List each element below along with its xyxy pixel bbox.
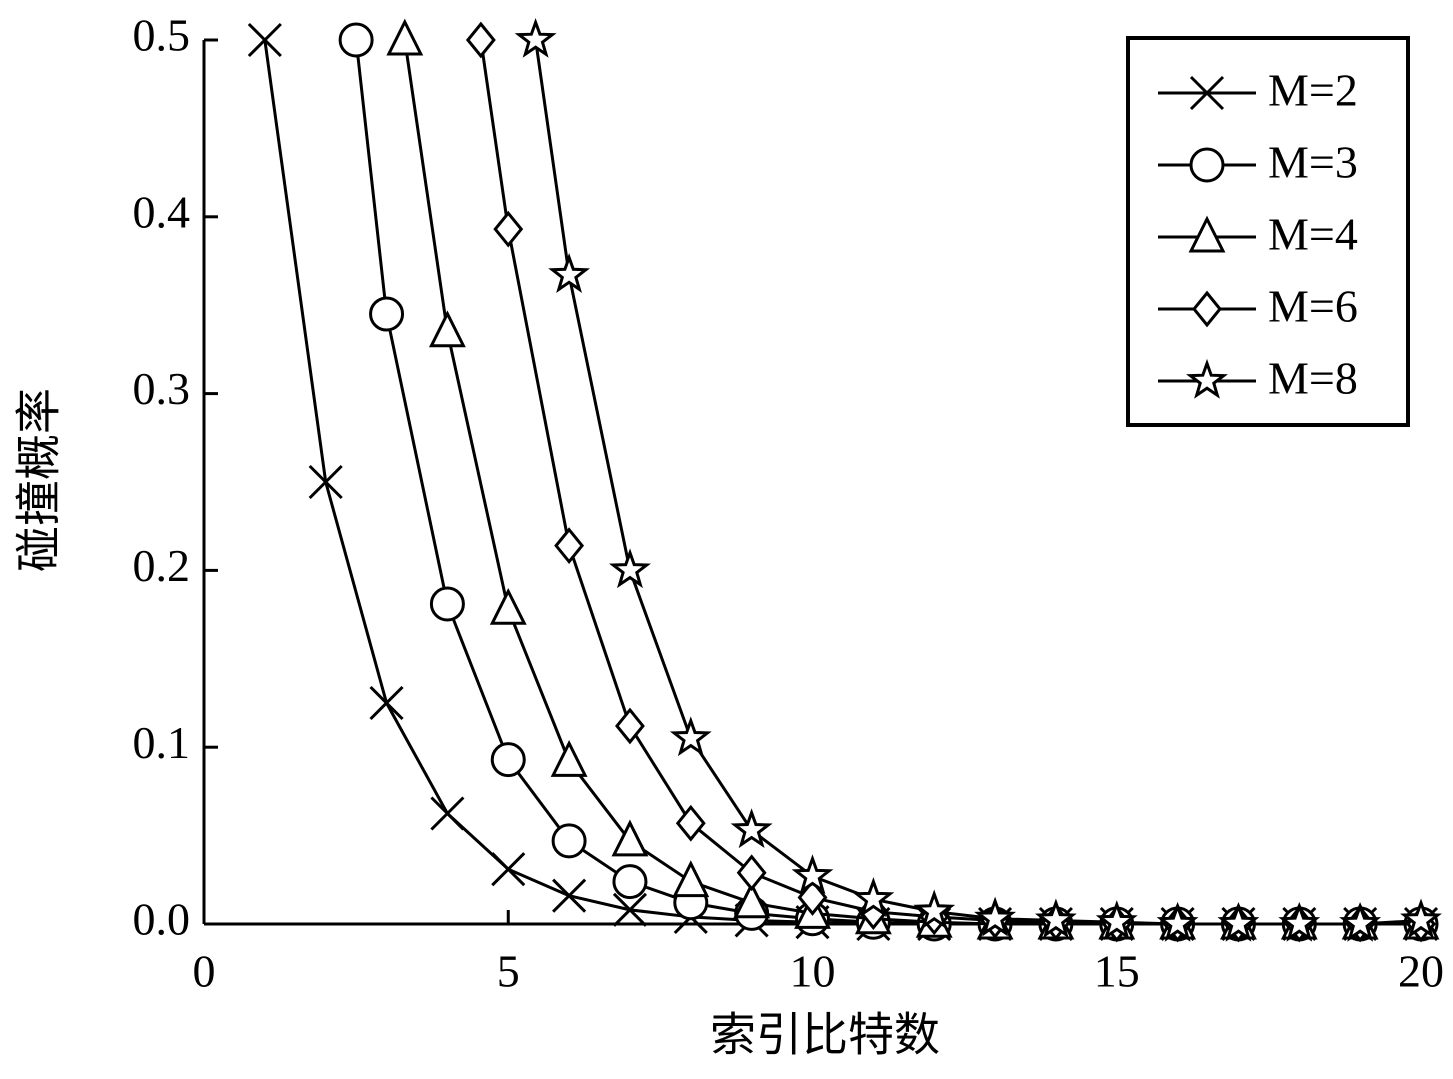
marker <box>308 464 343 500</box>
x-tick-label: 0 <box>193 946 216 997</box>
marker <box>1189 147 1225 183</box>
marker <box>548 253 590 294</box>
y-tick-label: 0.5 <box>133 10 191 61</box>
marker <box>1339 901 1382 942</box>
marker <box>730 808 773 849</box>
legend-label: M=4 <box>1268 209 1358 260</box>
marker <box>974 896 1017 937</box>
marker <box>1095 900 1138 941</box>
marker <box>1400 898 1442 939</box>
marker <box>551 823 587 859</box>
y-tick-label: 0.2 <box>133 540 191 591</box>
marker <box>554 527 585 565</box>
marker <box>1186 358 1228 399</box>
marker <box>491 852 526 887</box>
marker <box>338 22 374 58</box>
marker <box>612 864 648 900</box>
legend-label: M=2 <box>1268 65 1358 116</box>
legend-label: M=8 <box>1268 353 1358 404</box>
marker <box>672 860 710 898</box>
x-tick-label: 10 <box>790 946 836 997</box>
marker <box>1188 215 1226 253</box>
marker <box>852 877 895 918</box>
x-tick-label: 5 <box>497 946 520 997</box>
marker <box>1217 901 1260 942</box>
marker <box>552 878 587 913</box>
marker <box>550 739 588 777</box>
marker <box>369 685 404 721</box>
y-tick-label: 0.1 <box>133 717 191 768</box>
y-tick-label: 0.4 <box>133 186 191 237</box>
marker <box>736 854 767 892</box>
marker <box>608 548 651 589</box>
marker <box>1189 75 1225 111</box>
marker <box>1156 901 1199 942</box>
marker <box>791 854 834 895</box>
series-line <box>534 39 1422 926</box>
marker <box>612 892 648 927</box>
y-axis-label: 碰撞概率 <box>14 388 65 572</box>
marker <box>429 586 465 622</box>
marker <box>1192 290 1222 328</box>
marker <box>490 742 526 778</box>
marker <box>615 707 645 745</box>
x-tick-label: 15 <box>1094 946 1140 997</box>
marker <box>514 17 557 58</box>
x-tick-label: 20 <box>1398 946 1444 997</box>
marker <box>669 716 712 757</box>
marker <box>493 210 524 248</box>
marker <box>733 881 771 919</box>
marker <box>465 21 496 59</box>
marker <box>611 819 649 857</box>
legend-label: M=6 <box>1268 281 1358 332</box>
marker <box>369 296 405 332</box>
legend-label: M=3 <box>1268 137 1358 188</box>
x-axis-label: 索引比特数 <box>710 1010 940 1061</box>
y-tick-label: 0.0 <box>133 894 191 945</box>
marker <box>247 22 282 58</box>
marker <box>675 804 706 842</box>
marker <box>428 310 466 348</box>
marker <box>913 889 956 930</box>
marker <box>430 796 465 831</box>
marker <box>386 18 424 56</box>
marker <box>489 587 527 625</box>
legend-box <box>1126 36 1410 427</box>
y-tick-label: 0.3 <box>133 363 191 414</box>
marker <box>1034 898 1077 939</box>
marker <box>1278 901 1321 942</box>
